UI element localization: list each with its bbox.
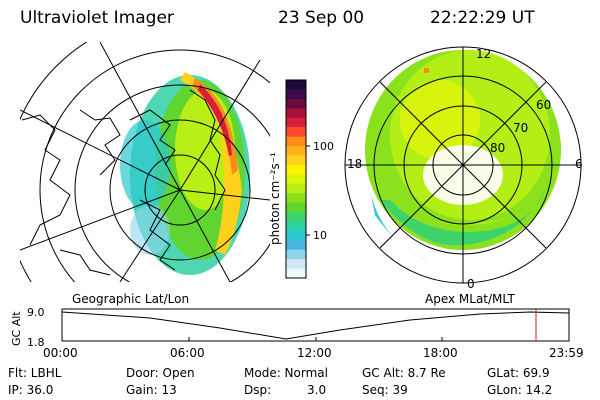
timeline-xtick-1800: 18:00 bbox=[423, 346, 458, 360]
timeline-xtick-0600: 06:00 bbox=[170, 346, 205, 360]
timeline-xtick-2359: 23:59 bbox=[549, 346, 584, 360]
colorbar-segment bbox=[286, 146, 306, 156]
door-readout: Door: Open bbox=[126, 366, 195, 380]
timeline-axis-label: GC Alt bbox=[10, 311, 23, 346]
colorbar-segment bbox=[286, 155, 306, 166]
lat-lon-grid bbox=[20, 42, 270, 282]
colorbar-frame bbox=[285, 79, 307, 279]
orbit-marker bbox=[424, 68, 429, 73]
colorbar-segment bbox=[286, 174, 306, 185]
mlt-label-18: 18 bbox=[347, 157, 362, 171]
mlat-label-80: 80 bbox=[490, 141, 505, 155]
colorbar-label-100: 100 bbox=[313, 140, 334, 153]
colorbar-segment bbox=[286, 80, 306, 90]
timeline-ytick-low: 1.8 bbox=[27, 336, 45, 349]
colorbar-segment bbox=[286, 117, 306, 128]
mlt-label-12: 12 bbox=[476, 47, 491, 61]
intensity-colorbar bbox=[286, 80, 306, 279]
colorbar-unit-label: photon cm⁻²s⁻¹ bbox=[268, 152, 282, 245]
dsp-label: Dsp: bbox=[244, 383, 272, 397]
gain-readout: Gain: 13 bbox=[126, 383, 177, 397]
coastlines bbox=[21, 89, 226, 276]
geo-panel-label: Geographic Lat/Lon bbox=[72, 292, 190, 306]
geographic-map bbox=[20, 42, 270, 282]
colorbar-segment bbox=[286, 268, 306, 279]
mlat-label-60: 60 bbox=[536, 98, 551, 112]
colorbar-segment bbox=[286, 240, 306, 251]
colorbar-segment bbox=[286, 221, 306, 232]
mlat-label-70: 70 bbox=[513, 121, 528, 135]
colorbar-segment bbox=[286, 98, 306, 109]
colorbar-segment bbox=[286, 259, 306, 270]
colorbar-segment bbox=[286, 249, 306, 260]
colorbar-label-10: 10 bbox=[313, 229, 327, 242]
colorbar-segment bbox=[286, 89, 306, 100]
colorbar-segment bbox=[286, 230, 306, 241]
mlat-mlt-grid bbox=[344, 46, 582, 284]
colorbar-segment bbox=[286, 212, 306, 222]
glon-readout: GLon: 14.2 bbox=[487, 383, 553, 397]
mlt-label-0: 0 bbox=[467, 277, 475, 291]
date-label: 23 Sep 00 bbox=[278, 8, 365, 28]
timeline-xtick-0000: 00:00 bbox=[43, 346, 78, 360]
mode-readout: Mode: Normal bbox=[244, 366, 328, 380]
colorbar-segment bbox=[286, 202, 306, 213]
time-label: 22:22:29 UT bbox=[430, 8, 535, 28]
colorbar-segment bbox=[286, 164, 306, 175]
altitude-curve bbox=[61, 311, 570, 340]
aurora-image-geo bbox=[120, 72, 250, 275]
filter-readout: Flt: LBHL bbox=[8, 366, 62, 380]
mag-panel-label: Apex MLat/MLT bbox=[425, 292, 515, 306]
colorbar-segment bbox=[286, 193, 306, 204]
dsp-value: 3.0 bbox=[307, 383, 327, 397]
colorbar-segment bbox=[286, 183, 306, 194]
colorbar-segment bbox=[286, 136, 306, 147]
mlt-label-6: 6 bbox=[575, 157, 583, 171]
colorbar-segment bbox=[286, 108, 306, 119]
gc-alt-readout: GC Alt: 8.7 Re bbox=[362, 366, 446, 380]
timeline-ytick-high: 9.0 bbox=[27, 306, 45, 319]
timeline-xtick-1200: 12:00 bbox=[297, 346, 332, 360]
timeline-ticks bbox=[188, 337, 443, 341]
colorbar-segment bbox=[286, 127, 306, 138]
glat-readout: GLat: 69.9 bbox=[487, 366, 550, 380]
aurora-image-mag bbox=[365, 50, 561, 262]
app-title: Ultraviolet Imager bbox=[20, 8, 174, 28]
ip-readout: IP: 36.0 bbox=[8, 383, 54, 397]
seq-readout: Seq: 39 bbox=[362, 383, 408, 397]
